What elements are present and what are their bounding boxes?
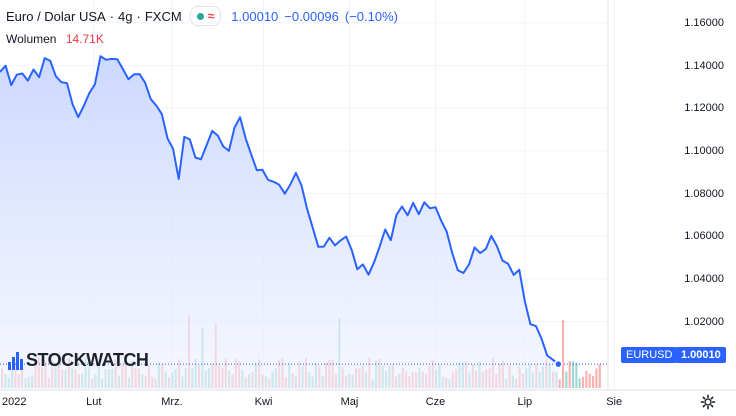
volume-bar — [585, 370, 588, 388]
interval-label[interactable]: 4g — [118, 8, 133, 24]
x-tick-label: Sie — [606, 396, 623, 408]
volume-bar — [571, 361, 575, 388]
y-tick-label: 1.12000 — [684, 102, 724, 115]
x-tick-label: Cze — [425, 396, 446, 408]
chart-legend[interactable]: Euro / Dolar USA · 4g · FXCM ≈ 1.00010 −… — [6, 6, 398, 26]
approx-icon: ≈ — [207, 9, 215, 23]
y-tick-label: 1.04000 — [684, 272, 724, 285]
volume-bar — [598, 364, 601, 388]
volume-bar — [588, 373, 591, 388]
volume-bar — [581, 376, 585, 388]
symbol-name[interactable]: Euro / Dolar USA — [6, 8, 106, 24]
legend-separator: · — [136, 8, 141, 24]
volume-bar — [568, 361, 571, 388]
x-tick-label: 2022 — [2, 396, 27, 408]
legend-price: 1.00010 — [231, 8, 279, 24]
volume-bar — [561, 320, 565, 388]
volume-legend[interactable]: Wolumen 14.71K — [6, 32, 104, 46]
market-open-dot-icon — [196, 12, 204, 20]
legend-separator: · — [109, 8, 115, 24]
stockwatch-logo: STOCKWATCH — [8, 350, 149, 371]
logo-bars-icon — [8, 351, 23, 370]
last-price-dot — [554, 359, 563, 369]
legend-change-pct: (−0.10%) — [344, 8, 399, 24]
legend-change: −0.00096 — [284, 8, 339, 24]
price-line — [0, 55, 559, 365]
x-tick-label: Kwi — [254, 396, 273, 408]
x-tick-label: Lip — [517, 396, 533, 408]
y-tick-label: 1.08000 — [684, 187, 724, 200]
exchange-label[interactable]: FXCM — [144, 8, 182, 24]
volume-value: 14.71K — [65, 32, 104, 46]
volume-bar — [575, 362, 578, 388]
x-tick-label: Maj — [340, 396, 359, 408]
volume-bar — [565, 371, 568, 388]
y-tick-label: 1.06000 — [684, 230, 724, 243]
volume-bar — [591, 376, 595, 388]
price-area-fill — [0, 56, 559, 390]
y-tick-label: 1.16000 — [684, 16, 724, 29]
volume-label: Wolumen — [6, 32, 57, 46]
y-tick-label: 1.14000 — [684, 59, 724, 72]
y-tick-label: 1.10000 — [684, 144, 724, 157]
logo-text: STOCKWATCH — [26, 350, 149, 370]
status-pill[interactable]: ≈ — [189, 6, 222, 26]
volume-bar — [578, 378, 581, 388]
x-tick-label: Lut — [86, 396, 102, 408]
x-tick-label: Mrz. — [161, 396, 183, 408]
y-tick-label: 1.02000 — [684, 315, 724, 328]
symbol-price-scale-label: EURUSD — [621, 347, 678, 363]
last-price-scale-label: 1.00010 — [676, 347, 726, 363]
volume-bar — [595, 368, 598, 388]
volume-bar — [558, 379, 561, 388]
settings-gear-icon[interactable] — [700, 394, 716, 410]
